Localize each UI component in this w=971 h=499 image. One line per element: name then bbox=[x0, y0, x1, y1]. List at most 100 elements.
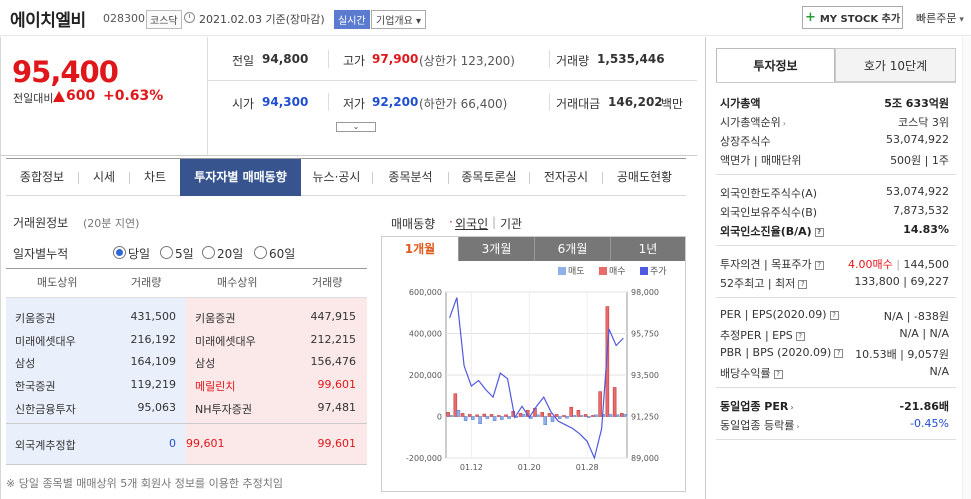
foreign-sum-mid: 99,601 bbox=[186, 437, 225, 450]
ind-per-link[interactable]: 동일업종 PER › bbox=[720, 398, 794, 414]
y-left-tick-label: 600,000 bbox=[409, 288, 442, 297]
quick-order-dropdown[interactable]: 빠른주문 bbox=[916, 10, 964, 26]
period-tab-1y[interactable]: 1년 bbox=[610, 237, 685, 261]
tab-investor-trend[interactable]: 투자자별 매매동향 bbox=[180, 159, 301, 196]
up-triangle-icon bbox=[53, 91, 65, 102]
sell-side-panel bbox=[6, 297, 186, 464]
foreign-hold-label: 외국인보유주식수(B) bbox=[720, 206, 818, 219]
x-tick-label: 01.20 bbox=[518, 463, 541, 472]
info-divider bbox=[716, 387, 956, 388]
sell-bar bbox=[449, 415, 453, 417]
pbr-row: PBR | BPS (2020.09)? bbox=[720, 346, 844, 359]
par-label: 액면가 | 매매단위 bbox=[720, 154, 802, 167]
sell-volume: 119,219 bbox=[130, 378, 177, 391]
tab-divider bbox=[372, 172, 373, 184]
foreign-toggle[interactable]: 외국인 bbox=[455, 217, 489, 231]
buy-bar bbox=[583, 414, 588, 417]
buy-broker: 키움증권 bbox=[195, 312, 236, 325]
sell-bar bbox=[565, 416, 569, 419]
per-label: PER | EPS(2020.09) bbox=[720, 308, 827, 321]
tab-overview[interactable]: 종합정보 bbox=[19, 170, 65, 184]
radio-20day[interactable] bbox=[202, 246, 215, 259]
buy-broker: 삼성 bbox=[195, 357, 216, 370]
sell-bar bbox=[500, 416, 504, 420]
period-tab-3m[interactable]: 3개월 bbox=[458, 237, 534, 261]
expand-chevron-button[interactable]: ⌄ bbox=[336, 122, 376, 132]
legend-buy-swatch bbox=[599, 267, 607, 275]
y-right-tick-label: 93,500 bbox=[631, 371, 659, 380]
col-buy-top: 매수상위 bbox=[217, 276, 258, 289]
radio-60day[interactable] bbox=[254, 246, 267, 259]
radio-5day[interactable] bbox=[160, 246, 173, 259]
sell-broker: 키움증권 bbox=[15, 312, 56, 325]
right-scrollbar[interactable] bbox=[962, 37, 971, 499]
sell-volume: 95,063 bbox=[137, 401, 177, 414]
radio-60day-label: 60일 bbox=[269, 247, 296, 261]
my-stock-add-button[interactable]: + MY STOCK 추가 bbox=[802, 6, 903, 29]
help-icon[interactable]: ? bbox=[814, 260, 824, 270]
help-icon[interactable]: ? bbox=[834, 348, 844, 358]
foreign-ratio-label: 외국인소진율(B/A) bbox=[720, 225, 812, 238]
realtime-button[interactable]: 실시간 bbox=[334, 10, 370, 29]
summary-hline bbox=[207, 80, 697, 81]
tab-analysis[interactable]: 종목분석 bbox=[388, 170, 433, 184]
sell-bar bbox=[608, 414, 613, 417]
broker-title: 거래원정보 bbox=[13, 216, 69, 230]
sell-bar bbox=[543, 416, 548, 426]
w52-label: 52주최고 | 최저 bbox=[720, 277, 796, 290]
buy-bar bbox=[475, 414, 479, 417]
buy-bar bbox=[489, 414, 494, 417]
my-stock-add-label: MY STOCK 추가 bbox=[819, 14, 901, 25]
change-label: 전일대비 bbox=[13, 92, 54, 105]
table-bottom-line bbox=[6, 464, 367, 465]
foreign-limit-label: 외국인한도주식수(A) bbox=[720, 187, 818, 200]
header-bar bbox=[0, 0, 971, 36]
sell-bar bbox=[485, 416, 490, 419]
left-border bbox=[0, 37, 1, 499]
help-icon[interactable]: ? bbox=[814, 227, 824, 237]
buy-volume: 212,215 bbox=[310, 333, 357, 346]
ind-rate-link[interactable]: 동일업종 등락률 › bbox=[720, 417, 800, 433]
institution-toggle[interactable]: 기관 bbox=[500, 217, 523, 231]
help-icon[interactable]: ? bbox=[795, 331, 805, 341]
radio-today[interactable] bbox=[113, 246, 126, 259]
tab-chart[interactable]: 차트 bbox=[143, 170, 167, 184]
w52-value: 133,800 | 69,227 bbox=[854, 275, 949, 288]
buy-bar bbox=[554, 414, 559, 417]
tab-order-book[interactable]: 호가 10단계 bbox=[835, 48, 956, 82]
tab-divider bbox=[448, 172, 449, 184]
tab-discussion[interactable]: 종목토론실 bbox=[461, 170, 517, 184]
pbr-label: PBR | BPS (2020.09) bbox=[720, 346, 832, 359]
tab-short-selling[interactable]: 공매도현황 bbox=[616, 170, 673, 184]
tab-news[interactable]: 뉴스·공시 bbox=[312, 170, 361, 184]
y-left-tick-label: 0 bbox=[437, 413, 442, 422]
period-tab-6m[interactable]: 6개월 bbox=[534, 237, 610, 261]
sell-bar bbox=[456, 410, 461, 417]
change-value: 600 bbox=[66, 88, 96, 104]
buy-broker-foreign: 메릴린치 bbox=[195, 380, 236, 393]
opinion-values: 4.00매수 | 144,500 bbox=[848, 258, 950, 271]
foreign-limit-value: 53,074,922 bbox=[886, 185, 949, 198]
per-value: N/A | -838원 bbox=[883, 310, 949, 323]
help-icon[interactable]: ? bbox=[798, 279, 808, 289]
shares-value: 53,074,922 bbox=[886, 133, 949, 146]
market-cap-rank-label: 시가총액순위 bbox=[720, 116, 781, 129]
y-right-tick-label: 98,000 bbox=[631, 288, 659, 297]
help-icon[interactable]: ? bbox=[829, 310, 839, 320]
market-cap-rank-link[interactable]: 시가총액순위 › bbox=[720, 114, 786, 130]
y-right-tick-label: 89,000 bbox=[631, 454, 659, 463]
tab-price[interactable]: 시세 bbox=[92, 170, 116, 184]
help-icon[interactable]: ? bbox=[773, 369, 783, 379]
shares-label: 상장주식수 bbox=[720, 135, 771, 148]
price-line bbox=[449, 297, 624, 460]
tab-disclosure[interactable]: 전자공시 bbox=[543, 170, 589, 184]
target-price: 144,500 bbox=[903, 258, 950, 271]
buy-volume: 97,481 bbox=[317, 401, 357, 414]
buy-side-panel bbox=[186, 297, 367, 464]
buy-broker: NH투자증권 bbox=[195, 403, 252, 416]
amount-label: 거래대금 bbox=[556, 97, 601, 111]
tab-invest-info[interactable]: 투자정보 bbox=[716, 48, 835, 82]
period-tab-1m[interactable]: 1개월 bbox=[382, 237, 458, 261]
company-overview-dropdown[interactable]: 기업개요 ▾ bbox=[371, 10, 426, 29]
sell-bar bbox=[463, 416, 468, 421]
